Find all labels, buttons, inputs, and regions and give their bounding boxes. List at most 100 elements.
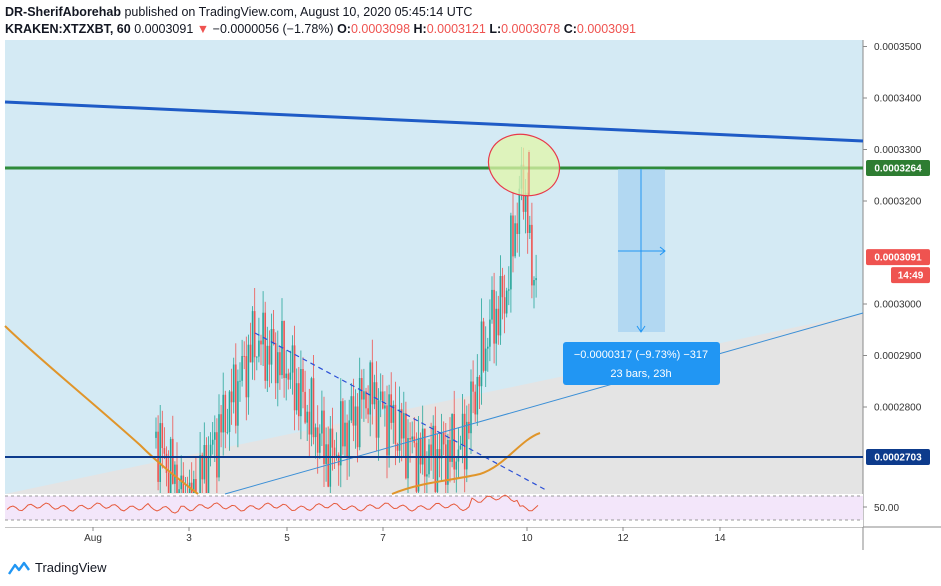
candle-body [432, 425, 434, 456]
candle-body [457, 449, 460, 462]
candle-body [369, 362, 371, 415]
candle-body [474, 391, 476, 415]
open-label: O: [337, 22, 351, 36]
candle-body [256, 356, 258, 358]
candle-body [325, 444, 327, 465]
candle-body [411, 436, 413, 440]
candle-body [470, 381, 472, 434]
candle-body [319, 433, 321, 453]
candle-body [167, 473, 170, 493]
high-label: H: [413, 22, 427, 36]
candle-body [445, 444, 447, 485]
time-axis[interactable]: Aug 3 5 7 10 12 14 [84, 527, 726, 544]
candle-body [371, 362, 374, 405]
candle-body [524, 192, 527, 212]
candle-body [237, 381, 239, 426]
candle-body [386, 405, 388, 456]
price-tick-label: 0.0003200 [874, 197, 922, 208]
candle-body [436, 449, 439, 492]
candle-body [308, 411, 311, 435]
rsi-band [5, 496, 863, 520]
candle-body [480, 321, 483, 387]
candle-body [354, 406, 357, 426]
symbol-name[interactable]: KRAKEN:XTZXBT, 60 [5, 22, 131, 36]
candle-body [501, 276, 504, 298]
candle-body [451, 414, 453, 462]
candle-body [249, 344, 252, 363]
close-value: 0.0003091 [576, 22, 636, 36]
candle-body [245, 356, 248, 398]
candle-body [350, 396, 353, 421]
candle-body [373, 382, 376, 405]
candle-body [468, 421, 470, 434]
candle-body [203, 445, 206, 480]
candle-body [247, 344, 250, 398]
tradingview-icon [8, 561, 30, 575]
candle-body [342, 401, 344, 447]
candle-body [413, 436, 416, 443]
rsi-line [6, 494, 539, 514]
candle-body [222, 394, 224, 433]
candle-body [277, 352, 279, 384]
candle-body [398, 409, 401, 451]
candle-body [262, 312, 264, 345]
candle-body [508, 289, 510, 291]
candle-body [453, 414, 455, 470]
price-tick-label: 0.0003500 [874, 42, 922, 53]
candle-body [396, 443, 399, 451]
candle-body [201, 455, 203, 480]
candle-body [163, 448, 166, 454]
candle-body [241, 356, 243, 381]
descending-trendline [254, 332, 547, 491]
price-axis[interactable]: 0.0003500 0.0003400 0.0003300 0.0003200 0.00… [863, 42, 922, 414]
candle-body [287, 373, 290, 380]
candle-body [298, 383, 300, 417]
candle-body [394, 404, 397, 444]
close-label: C: [563, 22, 577, 36]
candle-body [463, 413, 466, 470]
low-value: 0.0003078 [501, 22, 561, 36]
candle-body [337, 454, 340, 466]
channel-fill [5, 40, 863, 494]
candle-body [476, 376, 479, 415]
candle-body [430, 444, 432, 456]
candle-body [514, 223, 516, 257]
author-name[interactable]: DR-SherifAborehab [5, 5, 121, 19]
candle-body [323, 410, 325, 464]
candle-body [426, 474, 428, 477]
candle-body [205, 445, 208, 493]
candle-body [428, 444, 430, 475]
candle-body [447, 440, 449, 485]
candle-body [220, 414, 222, 433]
candle-body [216, 432, 218, 478]
candle-body [316, 427, 319, 453]
candle-body [266, 345, 269, 381]
candle-body [405, 413, 407, 479]
candle-body [172, 438, 174, 484]
tradingview-logo[interactable]: TradingView [8, 560, 107, 575]
candle-body [518, 188, 521, 234]
measure-label-box[interactable] [563, 342, 720, 385]
highlight-ellipse[interactable] [480, 125, 567, 204]
candle-body [361, 378, 363, 400]
moving-average-line [4, 325, 541, 495]
candles [155, 147, 537, 495]
candle-body [274, 343, 277, 384]
candle-body [232, 364, 235, 403]
candle-body [352, 396, 355, 426]
arrow-right-icon [659, 246, 666, 256]
publish-text: published on TradingView.com, August 10,… [124, 5, 473, 19]
candle-body [438, 449, 441, 459]
price-change: −0.0000056 (−1.78%) [212, 22, 334, 36]
candle-body [424, 428, 426, 477]
countdown-label: 14:49 [898, 271, 924, 282]
candle-body [482, 321, 485, 371]
candle-body [340, 401, 342, 466]
candle-body [235, 364, 237, 426]
candle-body [535, 278, 537, 281]
time-tick-label: 7 [380, 533, 386, 544]
candle-body [421, 428, 424, 465]
candle-body [155, 431, 157, 438]
candle-body [417, 437, 420, 492]
